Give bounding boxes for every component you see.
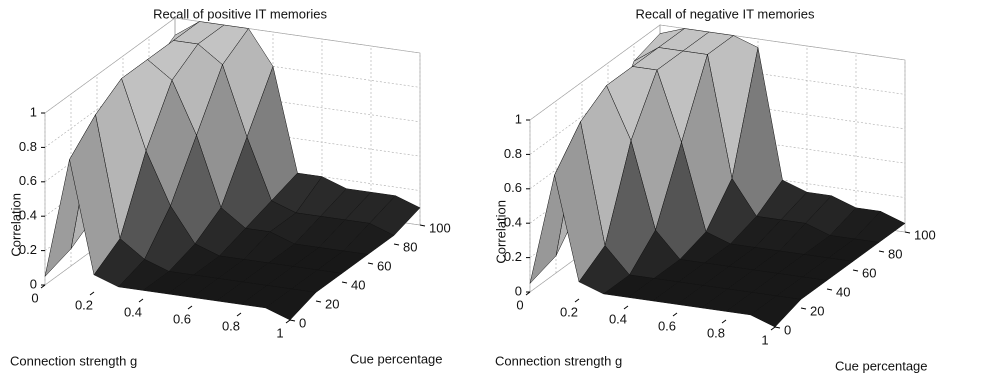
z-tick-label: 0.4 [504, 215, 522, 230]
y-tick [878, 250, 885, 253]
z-tick-label: 1 [515, 111, 522, 126]
x-axis-label: Connection strength g [10, 353, 137, 368]
x-tick-label: 0.6 [658, 318, 676, 333]
x-tick-label: 1 [276, 325, 283, 340]
x-tick [187, 305, 193, 310]
y-tick-label: 0 [784, 322, 791, 337]
z-axis-label: Correlation [493, 200, 508, 264]
y-tick [826, 288, 833, 291]
y-tick [393, 243, 400, 246]
x-tick [623, 305, 629, 310]
y-tick-label: 100 [914, 227, 936, 242]
chart-title: Recall of positive IT memories [153, 6, 327, 21]
y-axis-label: Cue percentage [350, 351, 443, 366]
x-tick-label: 0.6 [173, 311, 191, 326]
y-tick-label: 40 [351, 277, 365, 292]
x-tick-label: 0.4 [124, 304, 142, 319]
x-tick [285, 319, 291, 324]
y-axis-label: Cue percentage [835, 358, 928, 373]
chart-title: Recall of negative IT memories [636, 6, 815, 21]
y-tick [419, 224, 426, 227]
x-tick-label: 0.2 [75, 297, 93, 312]
y-tick-label: 0 [299, 315, 306, 330]
y-tick [289, 319, 296, 322]
z-tick-label: 0.8 [19, 139, 37, 154]
x-axis-label: Connection strength g [495, 353, 622, 368]
z-tick-label: 0.2 [19, 242, 37, 257]
z-tick-label: 0 [515, 283, 522, 298]
surface-cell [265, 288, 317, 321]
y-tick-label: 80 [888, 246, 902, 261]
grid-line [44, 17, 421, 114]
z-tick-label: 0.8 [504, 146, 522, 161]
y-tick [341, 281, 348, 284]
x-tick [721, 319, 727, 324]
x-tick [672, 312, 678, 317]
y-tick-label: 20 [810, 303, 824, 318]
surface-chart: Recall of negative IT memories 0 0.2 0.4 0.6… [493, 6, 935, 373]
x-tick [770, 326, 776, 331]
z-tick-label: 0.4 [19, 208, 37, 223]
x-tick-label: 0.2 [560, 304, 578, 319]
y-tick-label: 20 [325, 296, 339, 311]
y-tick [800, 307, 807, 310]
y-tick [852, 269, 859, 272]
x-tick-label: 0.8 [707, 325, 725, 340]
y-tick [367, 262, 374, 265]
y-tick-label: 60 [862, 265, 876, 280]
x-tick-label: 0 [516, 297, 523, 312]
y-tick-label: 80 [403, 239, 417, 254]
x-tick [89, 291, 95, 296]
y-tick [315, 300, 322, 303]
x-tick [138, 298, 144, 303]
z-tick-label: 0.6 [504, 180, 522, 195]
grid-line [529, 24, 906, 121]
y-tick [774, 326, 781, 329]
y-tick-label: 40 [836, 284, 850, 299]
x-tick [574, 298, 580, 303]
y-tick [904, 231, 911, 234]
x-tick-label: 0.8 [222, 318, 240, 333]
z-tick-label: 0.6 [19, 173, 37, 188]
surface-chart: Recall of positive IT memories 0 0.2 0.4 0.6… [8, 6, 450, 368]
y-tick-label: 60 [377, 258, 391, 273]
z-axis-label: Correlation [8, 193, 23, 257]
z-tick-label: 0.2 [504, 249, 522, 264]
x-tick-label: 0.4 [609, 311, 627, 326]
z-tick-label: 0 [30, 276, 37, 291]
x-tick [236, 312, 242, 317]
z-tick-label: 1 [30, 104, 37, 119]
x-tick-label: 1 [761, 332, 768, 347]
surface-cell [750, 295, 802, 328]
y-tick-label: 100 [429, 220, 451, 235]
x-tick-label: 0 [31, 290, 38, 305]
